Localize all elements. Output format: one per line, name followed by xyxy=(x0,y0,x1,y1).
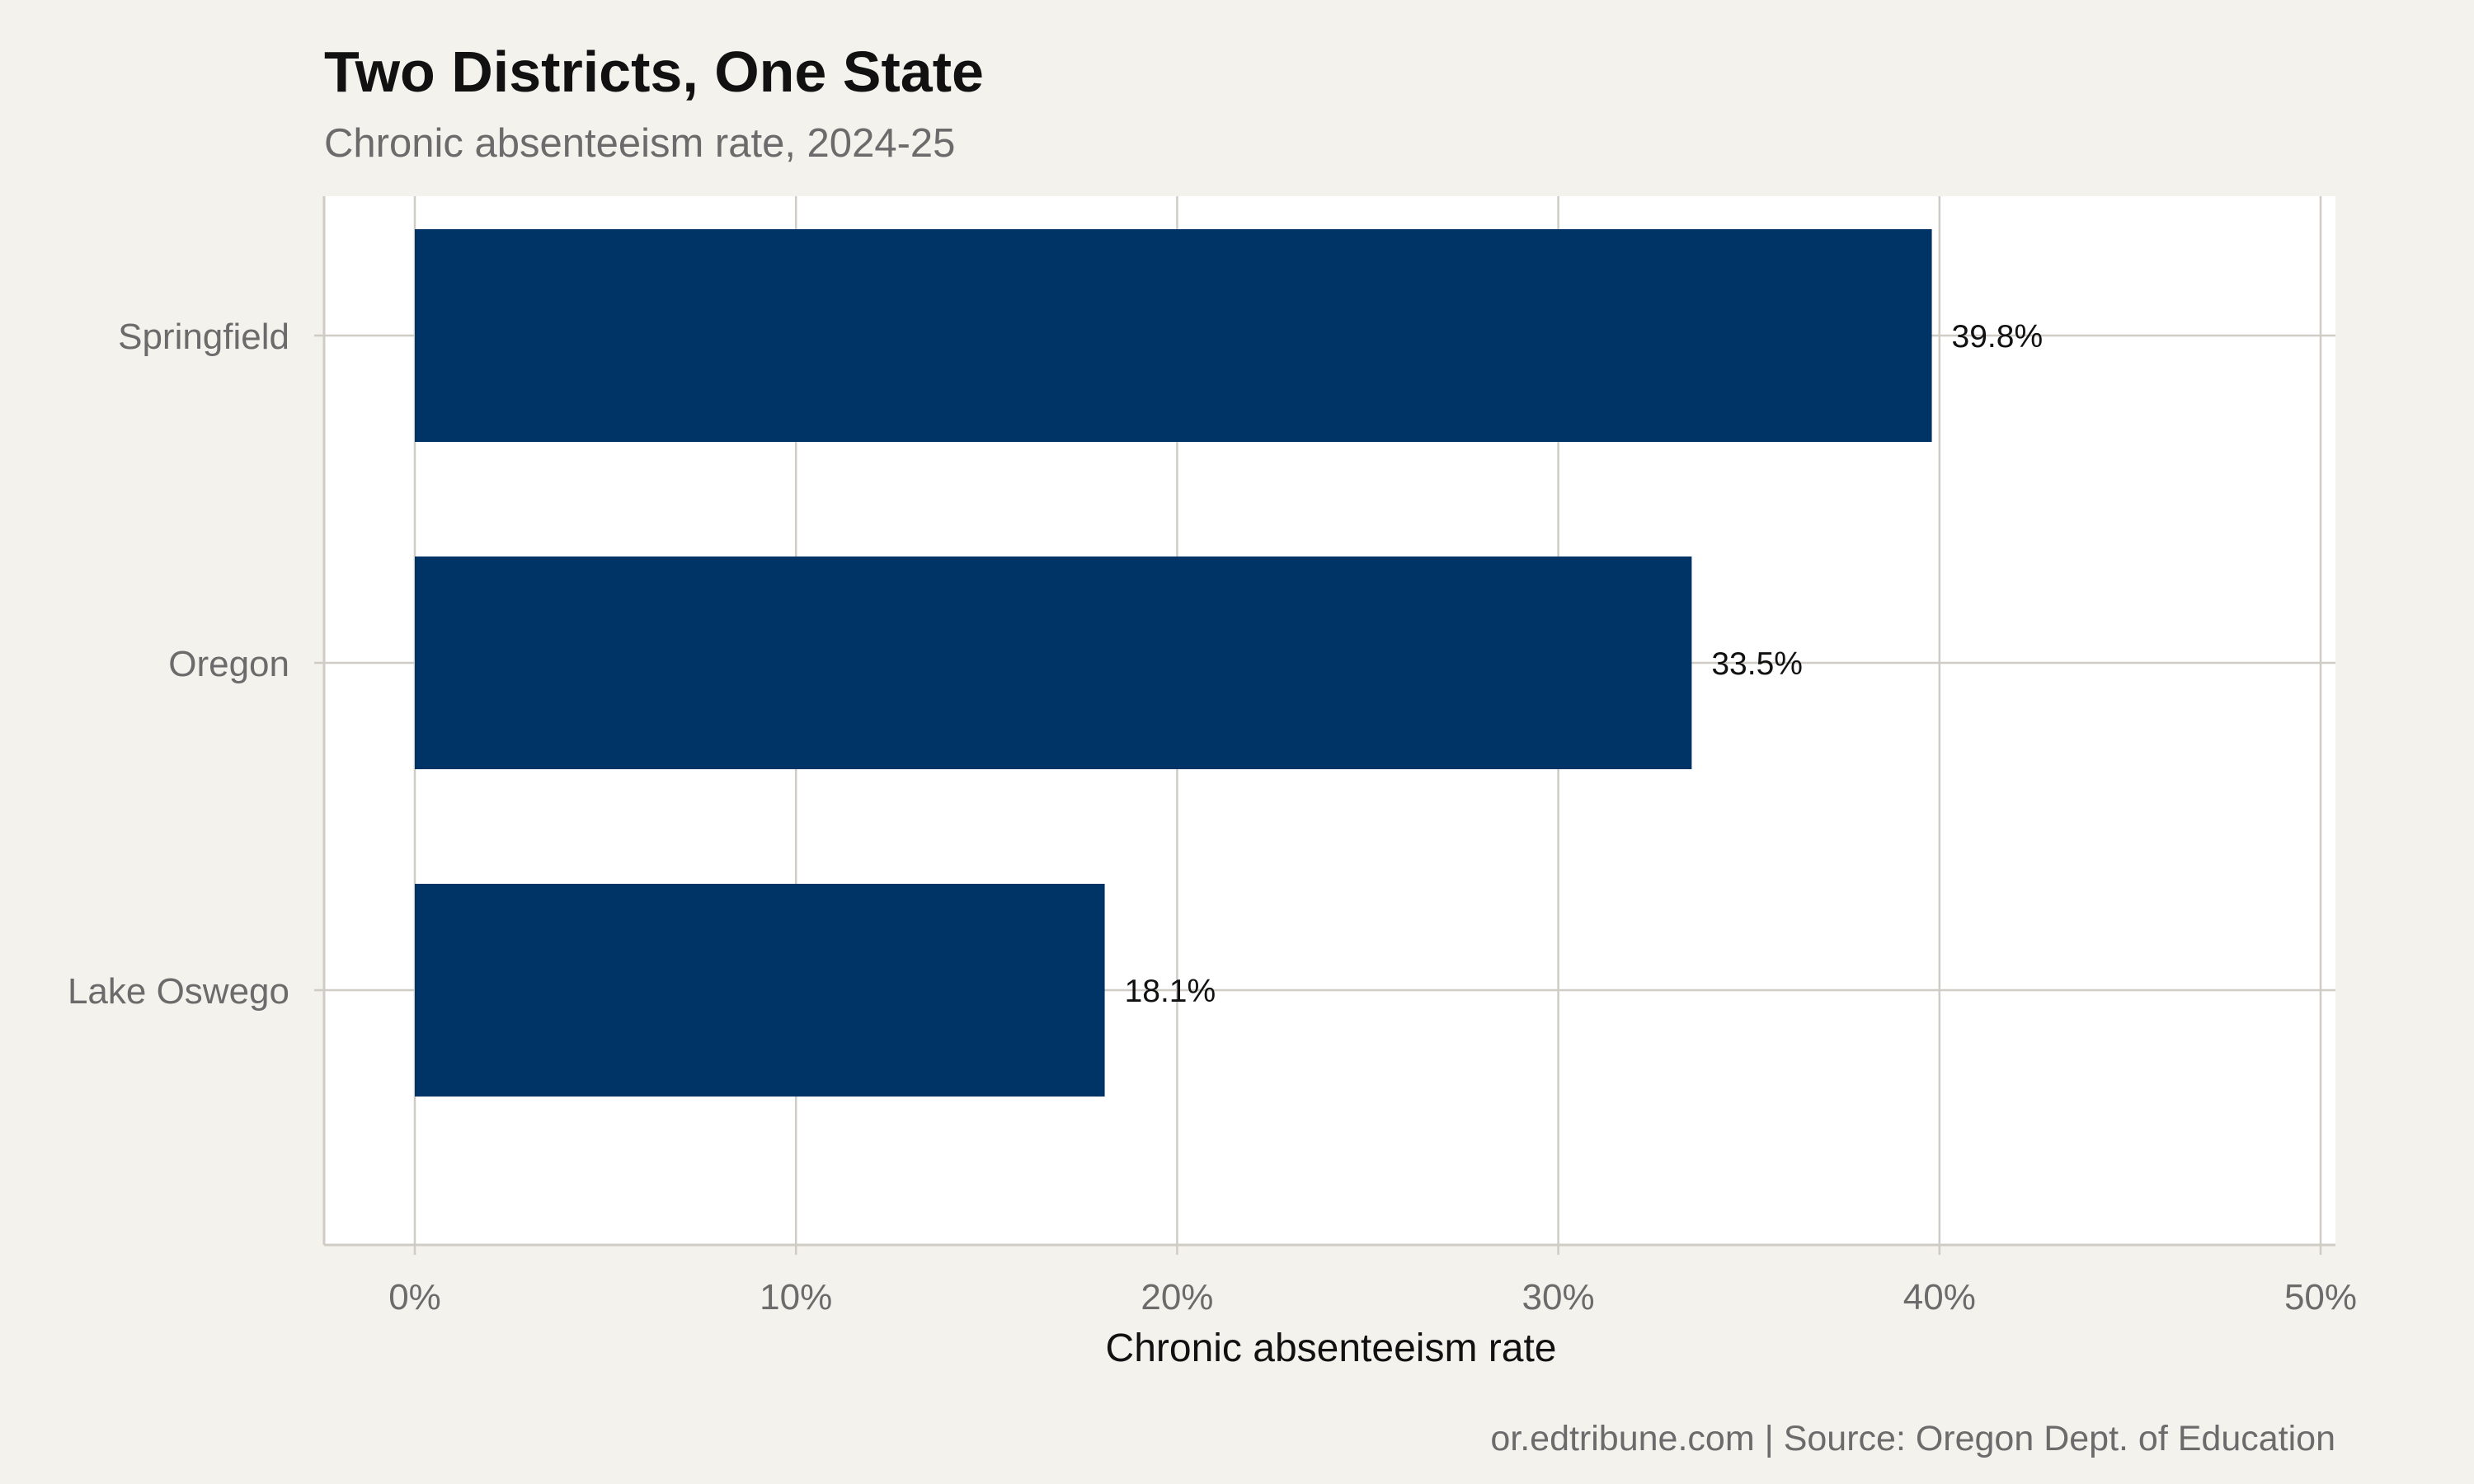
data-label: 33.5% xyxy=(1711,646,1803,682)
x-tick-label: 0% xyxy=(388,1277,441,1317)
x-axis-title: Chronic absenteeism rate xyxy=(1106,1327,1557,1370)
bar-oregon xyxy=(415,556,1692,769)
y-category-label: Oregon xyxy=(168,644,289,684)
x-tick-label: 10% xyxy=(760,1277,832,1317)
bar-springfield xyxy=(415,229,1932,442)
x-tick-label: 40% xyxy=(1903,1277,1976,1317)
bar-lake-oswego xyxy=(415,884,1105,1097)
x-tick-label: 30% xyxy=(1522,1277,1595,1317)
data-labels: 39.8% 33.5% 18.1% xyxy=(1125,319,2044,1009)
data-label: 18.1% xyxy=(1125,974,1216,1009)
x-tick-label: 20% xyxy=(1141,1277,1213,1317)
x-tick-label: 50% xyxy=(2284,1277,2357,1317)
chart-title: Two Districts, One State xyxy=(324,40,984,104)
data-label: 39.8% xyxy=(1952,319,2044,355)
y-category-label: Springfield xyxy=(118,317,289,357)
y-category-label: Lake Oswego xyxy=(68,971,289,1012)
bars xyxy=(415,229,1932,1097)
axes: 0% 10% 20% 30% 40% 50% Springfield Oregon Lake O… xyxy=(68,196,2357,1317)
chart-subtitle: Chronic absenteeism rate, 2024-25 xyxy=(324,121,955,166)
chart-caption: or.edtribune.com | Source: Oregon Dept. … xyxy=(1490,1419,2335,1458)
